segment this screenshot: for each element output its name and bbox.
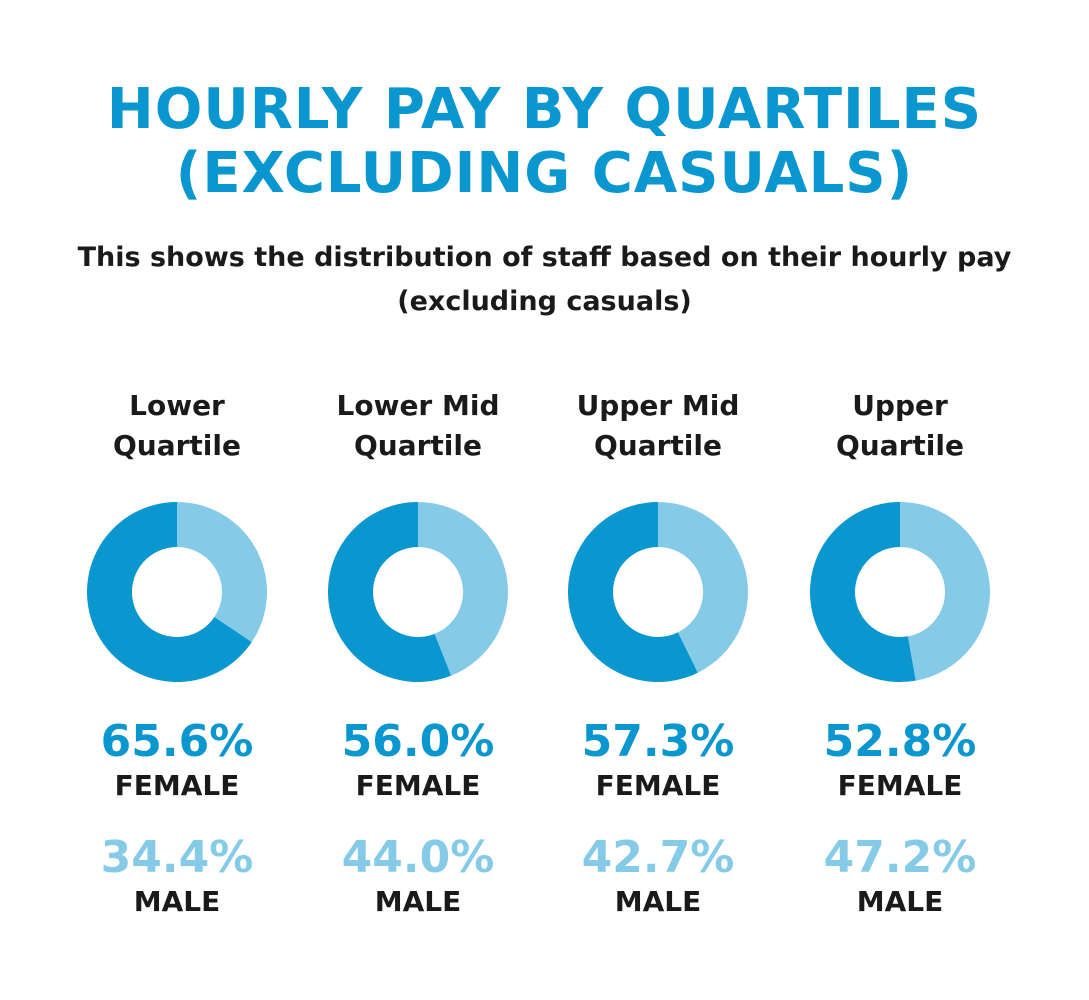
donut-chart-lower	[87, 502, 267, 682]
chart-subtitle-line-1: This shows the distribution of staff bas…	[77, 242, 1012, 273]
quartile-label: Lower Quartile	[57, 386, 297, 472]
male-series-label: MALE	[133, 885, 221, 918]
female-series-label: FEMALE	[595, 769, 721, 802]
male-series-label: MALE	[614, 885, 702, 918]
quartile-column-upper-mid: Upper Mid Quartile 57.3% FEMALE 42.7% MA…	[538, 386, 778, 920]
female-percentage-label: 52.8%	[823, 716, 977, 767]
quartile-label-line-1: Upper Mid	[576, 389, 740, 422]
male-percentage-label: 44.0%	[341, 832, 495, 883]
female-percentage-label: 56.0%	[341, 716, 495, 767]
donut-slice-male	[900, 502, 990, 681]
male-percentage-label: 47.2%	[823, 832, 977, 883]
quartile-label-line-1: Upper	[852, 389, 948, 422]
donut-chart-lower-mid	[328, 502, 508, 682]
female-percentage-label: 65.6%	[100, 716, 254, 767]
donut-slice-female	[87, 502, 252, 682]
female-series-label: FEMALE	[355, 769, 481, 802]
female-series-label: FEMALE	[837, 769, 963, 802]
male-percentage-label: 42.7%	[581, 832, 735, 883]
donut-slice-female	[810, 502, 916, 682]
male-series-label: MALE	[856, 885, 944, 918]
donut-slice-male	[658, 502, 748, 673]
chart-title: HOURLY PAY BY QUARTILES (EXCLUDING CASUA…	[0, 78, 1089, 206]
donut-slice-male	[177, 502, 267, 643]
quartile-column-lower-mid: Lower Mid Quartile 56.0% FEMALE 44.0% MA…	[298, 386, 538, 920]
quartile-label: Upper Quartile	[780, 386, 1020, 472]
female-series-label: FEMALE	[114, 769, 240, 802]
donut-slice-female	[328, 502, 452, 682]
quartile-column-upper: Upper Quartile 52.8% FEMALE 47.2% MALE	[780, 386, 1020, 920]
quartile-label-line-2: Quartile	[353, 429, 482, 462]
donut-slice-female	[568, 502, 698, 682]
chart-title-line-1: HOURLY PAY BY QUARTILES	[106, 77, 983, 142]
quartile-label-line-1: Lower Mid	[336, 389, 500, 422]
donut-chart-upper-mid	[568, 502, 748, 682]
donut-chart-upper	[810, 502, 990, 682]
quartile-label-line-2: Quartile	[112, 429, 241, 462]
quartile-label-line-2: Quartile	[593, 429, 722, 462]
chart-subtitle-line-2: (excluding casuals)	[397, 286, 692, 317]
quartile-label-line-2: Quartile	[835, 429, 964, 462]
female-percentage-label: 57.3%	[581, 716, 735, 767]
chart-title-line-2: (EXCLUDING CASUALS)	[175, 141, 914, 206]
male-percentage-label: 34.4%	[100, 832, 254, 883]
quartile-column-lower: Lower Quartile 65.6% FEMALE 34.4% MALE	[57, 386, 297, 920]
chart-subtitle: This shows the distribution of staff bas…	[40, 236, 1049, 324]
male-series-label: MALE	[374, 885, 462, 918]
quartile-label-line-1: Lower	[129, 389, 225, 422]
donut-slice-male	[418, 502, 508, 676]
quartile-label: Lower Mid Quartile	[298, 386, 538, 472]
quartile-label: Upper Mid Quartile	[538, 386, 778, 472]
